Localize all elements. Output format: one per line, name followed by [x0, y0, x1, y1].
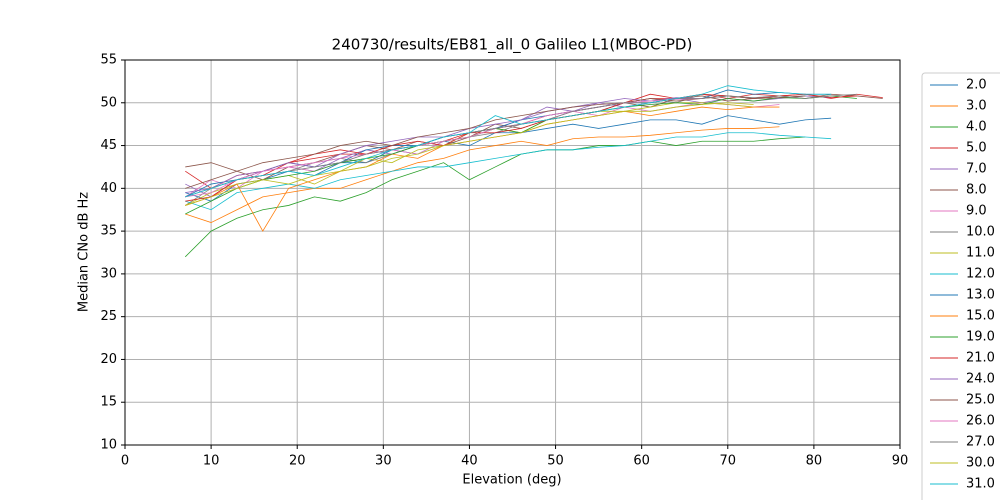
y-tick-label: 35 [100, 224, 117, 239]
y-tick-label: 45 [100, 138, 117, 153]
legend-label: 21.0 [966, 351, 995, 366]
legend-label: 5.0 [966, 141, 987, 156]
series-line [185, 132, 832, 211]
series-line [185, 98, 702, 198]
x-tick-label: 30 [375, 454, 392, 469]
series-line [185, 85, 832, 198]
y-tick-label: 55 [100, 53, 117, 68]
legend-box [921, 72, 1000, 500]
legend-label: 2.0 [966, 78, 987, 93]
x-tick-label: 50 [547, 454, 564, 469]
x-tick-label: 0 [121, 454, 129, 469]
legend-label: 31.0 [966, 477, 995, 492]
x-tick-label: 20 [289, 454, 306, 469]
x-tick-label: 40 [461, 454, 478, 469]
legend-label: 13.0 [966, 288, 995, 303]
series-line [185, 95, 832, 198]
legend-label: 30.0 [966, 456, 995, 471]
legend-label: 15.0 [966, 309, 995, 324]
x-tick-label: 60 [633, 454, 650, 469]
legend-label: 24.0 [966, 372, 995, 387]
legend-label: 10.0 [966, 225, 995, 240]
x-tick-label: 10 [203, 454, 220, 469]
legend-label: 9.0 [966, 204, 987, 219]
y-tick-label: 25 [100, 309, 117, 324]
y-tick-label: 40 [100, 181, 117, 196]
x-tick-label: 90 [892, 454, 909, 469]
series-line [185, 102, 754, 206]
legend-label: 11.0 [966, 246, 995, 261]
series-line [185, 95, 728, 194]
legend-label: 4.0 [966, 120, 987, 135]
legend-label: 26.0 [966, 414, 995, 429]
chart-title: 240730/results/EB81_all_0 Galileo L1(MBO… [332, 36, 693, 55]
y-tick-label: 20 [100, 352, 117, 367]
plot-frame [124, 59, 901, 446]
x-tick-label: 70 [720, 454, 737, 469]
y-tick-label: 10 [100, 438, 117, 453]
y-tick-label: 50 [100, 95, 117, 110]
legend-label: 7.0 [966, 162, 987, 177]
legend-label: 19.0 [966, 330, 995, 345]
series-line [185, 95, 857, 215]
y-tick-label: 30 [100, 266, 117, 281]
series-line [185, 93, 883, 189]
legend-label: 8.0 [966, 183, 987, 198]
legend-label: 3.0 [966, 99, 987, 114]
x-axis-label: Elevation (deg) [462, 473, 561, 488]
legend-label: 25.0 [966, 393, 995, 408]
y-axis-label: Median CNo dB Hz [77, 192, 92, 312]
series-line [184, 136, 806, 258]
legend-label: 12.0 [966, 267, 995, 282]
series-line [185, 93, 857, 202]
series-line [185, 102, 780, 198]
y-tick-label: 15 [100, 395, 117, 410]
legend-label: 27.0 [966, 435, 995, 450]
series-line [185, 126, 780, 223]
x-tick-label: 80 [806, 454, 823, 469]
